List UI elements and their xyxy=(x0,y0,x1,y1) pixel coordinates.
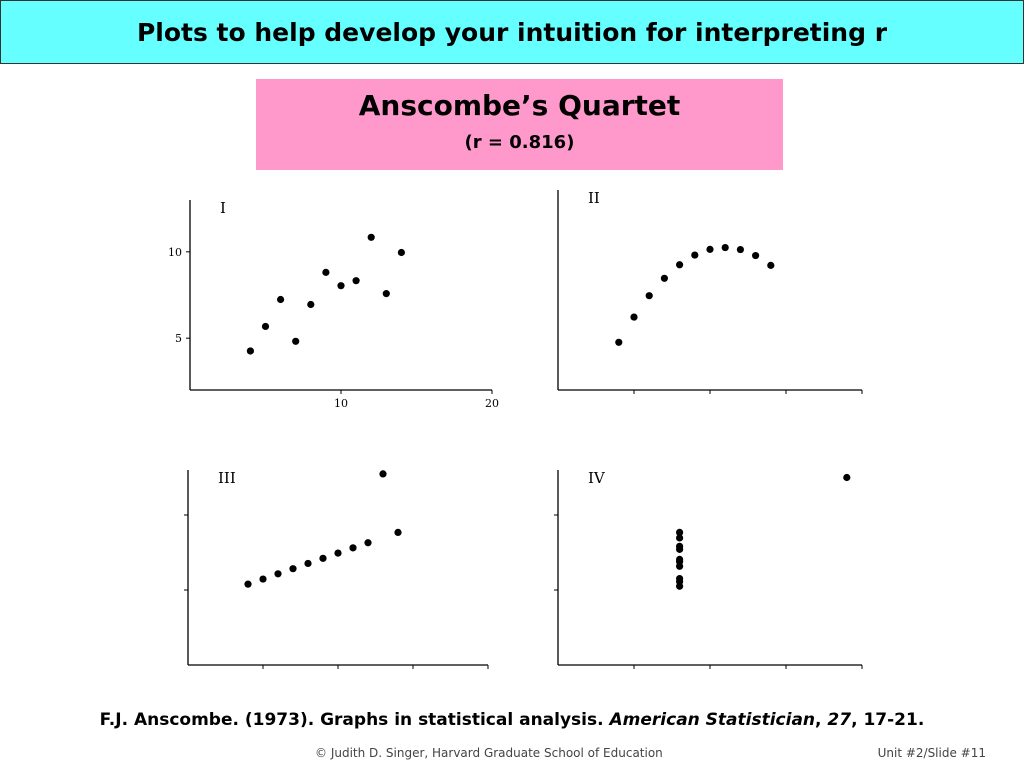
data-point xyxy=(382,290,390,298)
data-point xyxy=(676,528,684,537)
data-point xyxy=(277,295,285,304)
data-point xyxy=(367,233,375,241)
footer-slide-number: Unit #2/Slide #11 xyxy=(877,746,986,760)
data-point xyxy=(736,245,745,254)
data-point xyxy=(843,473,851,482)
citation: F.J. Anscombe. (1973). Graphs in statist… xyxy=(0,710,1024,730)
data-point xyxy=(676,542,684,550)
data-point xyxy=(397,248,405,257)
data-point xyxy=(691,251,699,259)
subtitle-box: Anscombe’s Quartet (r = 0.816) xyxy=(256,79,783,170)
panel-label: III xyxy=(218,469,236,487)
data-point xyxy=(246,347,254,355)
data-point xyxy=(261,322,270,331)
data-point xyxy=(274,570,282,578)
scatter-panel-4: IV xyxy=(554,469,863,669)
slide-title: Plots to help develop your intuition for… xyxy=(136,17,888,47)
panel-label: IV xyxy=(588,469,606,487)
data-point xyxy=(660,274,669,282)
slide-title-bar: Plots to help develop your intuition for… xyxy=(0,0,1024,64)
data-point xyxy=(364,539,372,547)
data-point xyxy=(352,277,360,285)
data-point xyxy=(304,559,312,568)
data-point xyxy=(322,268,330,276)
data-point xyxy=(349,544,357,552)
correlation-value: (r = 0.816) xyxy=(464,132,575,153)
panel-label: I xyxy=(220,199,226,217)
y-tick-label: 10 xyxy=(168,246,182,259)
data-point xyxy=(394,528,402,537)
data-point xyxy=(319,554,327,562)
citation-prefix: F.J. Anscombe. (1973). Graphs in statist… xyxy=(99,710,610,730)
x-tick-label: 20 xyxy=(485,397,499,410)
panel-label: II xyxy=(588,189,600,207)
data-point xyxy=(706,245,714,253)
data-point xyxy=(721,243,729,252)
footer-copyright: © Judith D. Singer, Harvard Graduate Sch… xyxy=(315,746,663,760)
data-point xyxy=(307,300,315,309)
data-point xyxy=(259,575,267,583)
scatter-panel-1: 10 20 5 10 I xyxy=(168,199,499,410)
citation-journal: American Statistician xyxy=(609,710,816,730)
data-point xyxy=(292,337,300,345)
data-point xyxy=(244,580,252,588)
data-point xyxy=(289,565,297,573)
data-point xyxy=(334,549,342,557)
y-tick-label: 5 xyxy=(175,332,182,345)
data-point xyxy=(752,251,760,260)
citation-suffix: , 17-21. xyxy=(851,710,925,730)
data-point xyxy=(676,578,684,586)
scatter-panel-3: III xyxy=(184,469,489,669)
data-point xyxy=(379,470,387,478)
quartet-title: Anscombe’s Quartet xyxy=(358,89,681,122)
data-point xyxy=(645,292,653,300)
data-point xyxy=(630,313,638,321)
scatter-panel-2: II xyxy=(557,189,863,394)
citation-sep: , xyxy=(815,710,828,730)
data-point xyxy=(676,534,684,542)
x-tick-label: 10 xyxy=(334,397,348,410)
data-point xyxy=(767,261,775,269)
data-point xyxy=(676,558,684,566)
citation-volume: 27 xyxy=(827,710,852,730)
data-point xyxy=(676,261,684,269)
data-point xyxy=(337,282,345,290)
data-point xyxy=(615,338,623,346)
